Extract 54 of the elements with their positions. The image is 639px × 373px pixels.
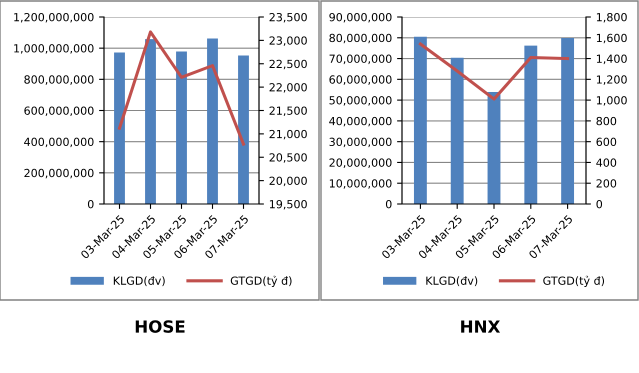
bar: [238, 55, 249, 204]
bar: [114, 52, 125, 204]
y2-tick-label: 23,500: [270, 12, 307, 23]
y-tick-label: 400,000,000: [24, 138, 94, 148]
bar: [488, 92, 500, 204]
y2-tick-label: 200: [596, 179, 616, 188]
y2-tick-label: 600: [596, 138, 616, 146]
y2-tick-label: 22,500: [270, 60, 307, 70]
y2-tick-label: 400: [596, 158, 616, 167]
y-tick-label: 60,000,000: [329, 75, 392, 85]
y2-tick-label: 19,500: [270, 200, 307, 210]
y-tick-label: 0: [386, 200, 392, 208]
y2-tick-label: 1,800: [596, 12, 627, 23]
y2-tick-label: 23,000: [270, 36, 307, 46]
y2-tick-label: 21,000: [270, 130, 307, 140]
y-tick-label: 40,000,000: [329, 116, 392, 126]
y-tick-label: 800,000,000: [24, 75, 94, 85]
y-tick-label: 1,000,000,000: [14, 44, 94, 54]
y2-tick-label: 800: [596, 116, 616, 126]
bar: [561, 38, 574, 204]
y2-tick-label: 1,600: [596, 34, 627, 44]
legend-label: KLGD(đv): [426, 276, 478, 286]
y2-tick-label: 20,000: [270, 176, 307, 186]
y-tick-label: 0: [88, 200, 94, 208]
text: HNX: [461, 320, 500, 333]
bar: [207, 38, 218, 204]
y-tick-label: 30,000,000: [330, 138, 392, 148]
line-series: [118, 30, 246, 146]
bar: [524, 46, 538, 204]
y-tick-label: 50,000,000: [330, 96, 392, 106]
y-tick-label: 70,000,000: [330, 54, 392, 64]
line-series: [418, 42, 570, 101]
y2-tick-label: 1,200: [596, 75, 627, 85]
y2-tick-label: 1,400: [596, 54, 627, 64]
y-tick-label: 20,000,000: [329, 158, 392, 168]
y2-tick-label: 20,500: [270, 153, 307, 163]
bar: [450, 58, 464, 204]
y-tick-label: 1,200,000,000: [14, 12, 94, 23]
y2-tick-label: 0: [596, 200, 602, 208]
y-tick-label: 200,000,000: [24, 168, 94, 178]
y-tick-label: 600,000,000: [24, 106, 94, 116]
text: HOSE: [136, 320, 185, 333]
y2-tick-label: 22,000: [270, 83, 307, 93]
bar: [414, 36, 427, 204]
bar: [176, 51, 187, 204]
legend-label: GTGD(tỷ đ): [230, 276, 292, 288]
y-tick-label: 80,000,000: [329, 34, 392, 44]
bar: [145, 39, 156, 204]
y-tick-label: 10,000,000: [330, 179, 392, 189]
y-tick-label: 90,000,000: [329, 12, 392, 23]
legend-label: GTGD(tỷ đ): [543, 276, 604, 288]
y2-tick-label: 21,500: [270, 106, 307, 116]
legend-label: KLGD(đv): [114, 276, 165, 286]
y2-tick-label: 1,000: [596, 96, 627, 106]
